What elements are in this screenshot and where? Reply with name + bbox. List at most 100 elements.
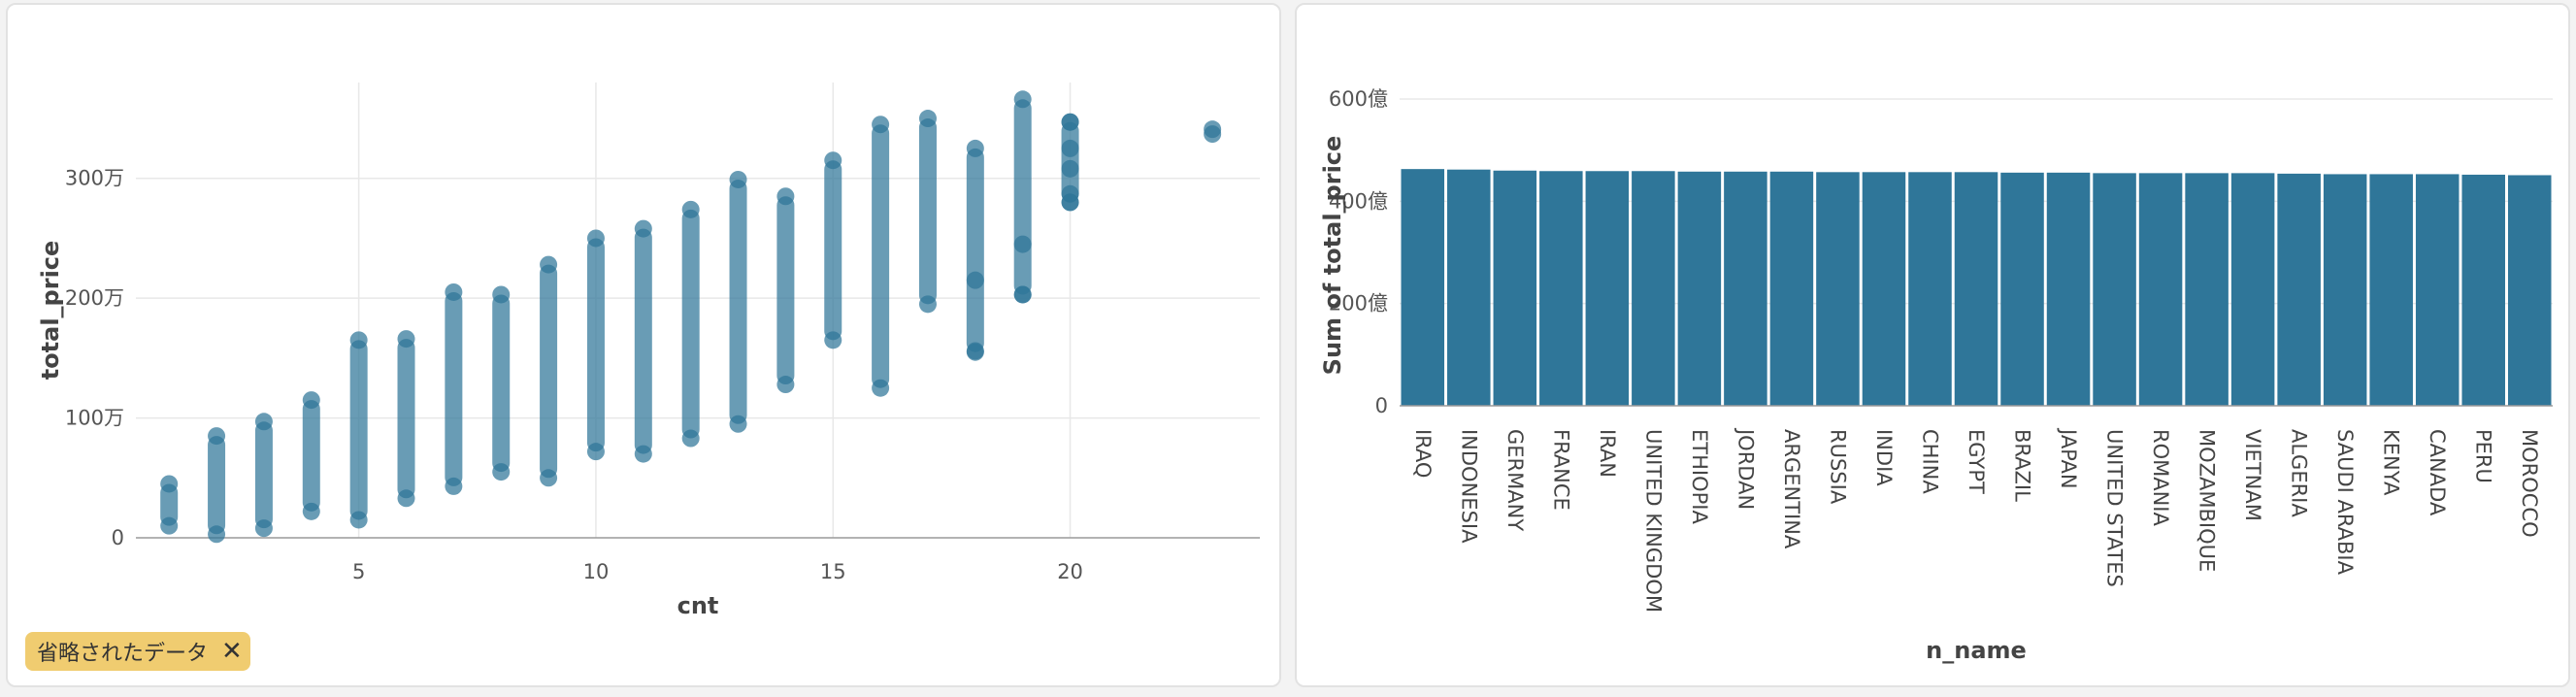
point-column	[1013, 99, 1032, 295]
scatter-point	[1061, 113, 1079, 131]
scatter-point	[729, 170, 747, 188]
scatter-point	[918, 295, 937, 314]
bar	[1724, 171, 1767, 406]
y-axis-title: total_price	[37, 241, 64, 381]
omitted-data-badge[interactable]: 省略されたデータ ✕	[25, 632, 250, 671]
point-column	[824, 160, 842, 341]
scatter-point	[966, 271, 984, 289]
scatter-point	[397, 489, 415, 508]
x-tick-label: 5	[352, 560, 365, 583]
bar-chart: 0 200億 400億 600億 IRAQ INDONESIA GERMANY FRANCE I…	[1319, 87, 2553, 664]
bar	[1401, 169, 1445, 406]
bar	[1908, 172, 1952, 406]
scatter-point	[586, 229, 605, 248]
scatter-point	[824, 151, 842, 170]
scatter-point	[1061, 184, 1079, 203]
point-column	[492, 294, 511, 473]
bar	[2507, 175, 2552, 406]
y-tick-label: 400億	[1329, 189, 1388, 213]
scatter-point	[776, 376, 795, 394]
category-label: ALGERIA	[2288, 429, 2311, 517]
category-label: ARGENTINA	[1780, 429, 1803, 549]
point-column	[634, 228, 652, 454]
point-column	[586, 238, 605, 452]
bar	[2277, 173, 2321, 406]
bar	[1677, 171, 1722, 406]
scatter-point	[208, 427, 226, 446]
scatter-point	[160, 475, 179, 493]
y-tick-label: 200億	[1329, 292, 1388, 315]
bar	[2461, 174, 2505, 406]
category-label: UNITED STATES	[2103, 429, 2127, 587]
scatter-point	[872, 379, 890, 397]
scatter-point	[1061, 159, 1079, 178]
category-label: CHINA	[1918, 429, 1941, 494]
scatter-point	[872, 116, 890, 134]
point-column	[397, 339, 415, 499]
category-label: SAUDI ARABIA	[2333, 429, 2357, 576]
x-axis-title: cnt	[677, 592, 719, 619]
scatter-panel: 5 10 15 20 0 100万 200万 300万 cnt total_price 省略された…	[6, 3, 1281, 687]
scatter-point	[492, 285, 511, 304]
category-label: BRAZIL	[2011, 429, 2034, 502]
category-label: JAPAN	[2057, 427, 2080, 489]
scatter-point	[918, 110, 937, 128]
scatter-point	[729, 415, 747, 433]
scatter-point	[681, 429, 700, 448]
category-label: RUSSIA	[1826, 429, 1849, 505]
scatter-point	[445, 282, 463, 301]
scatter-point	[966, 139, 984, 157]
scatter-point	[966, 342, 984, 360]
category-label: ROMANIA	[2149, 429, 2172, 527]
y-tick-label: 600億	[1329, 87, 1388, 111]
point-column	[966, 148, 984, 352]
scatter-point	[634, 445, 652, 463]
scatter-point	[254, 519, 273, 538]
y-tick-label: 0	[1375, 394, 1388, 417]
bar-panel: 0 200億 400億 600億 IRAQ INDONESIA GERMANY FRANCE I…	[1295, 3, 2570, 687]
category-label: KENYA	[2380, 429, 2403, 496]
bar	[1769, 171, 1814, 406]
bar	[2369, 174, 2413, 406]
scatter-point	[1013, 235, 1032, 253]
y-tick-label: 100万	[65, 407, 124, 430]
bar	[2415, 174, 2460, 406]
point-column	[208, 436, 226, 535]
scatter-point	[160, 516, 179, 535]
category-label: CANADA	[2426, 429, 2449, 516]
scatter-point	[349, 511, 368, 529]
x-tick-label: 15	[820, 560, 846, 583]
category-label: IRAN	[1596, 429, 1619, 478]
scatter-points	[160, 90, 1222, 544]
category-label: MOROCCO	[2518, 429, 2541, 538]
bar	[2000, 172, 2044, 406]
category-label: IRAQ	[1411, 429, 1435, 478]
close-icon[interactable]: ✕	[221, 637, 243, 666]
bar	[2138, 173, 2183, 406]
point-column	[160, 483, 179, 526]
bar	[1816, 172, 1860, 406]
scatter-chart: 5 10 15 20 0 100万 200万 300万 cnt total_price	[37, 83, 1260, 619]
point-column	[349, 340, 368, 520]
category-label: INDIA	[1872, 429, 1896, 486]
category-label: FRANCE	[1549, 429, 1572, 511]
point-column	[302, 400, 320, 512]
category-label: EGYPT	[1965, 429, 1988, 494]
scatter-point	[1013, 90, 1032, 109]
scatter-point	[586, 443, 605, 461]
y-tick-label: 0	[112, 526, 124, 549]
scatter-point	[254, 413, 273, 431]
category-label: ETHIOPIA	[1688, 429, 1711, 524]
point-column	[445, 291, 463, 486]
y-axis-title: Sum of total_price	[1319, 136, 1346, 376]
scatter-point	[681, 200, 700, 218]
scatter-point	[634, 219, 652, 238]
point-column	[872, 124, 890, 388]
scatter-point	[492, 463, 511, 481]
point-column	[681, 209, 700, 439]
scatter-point	[208, 525, 226, 544]
category-label: GERMANY	[1503, 429, 1527, 531]
point-column	[918, 118, 937, 305]
x-tick-label: 10	[583, 560, 610, 583]
scatter-point	[302, 391, 320, 410]
